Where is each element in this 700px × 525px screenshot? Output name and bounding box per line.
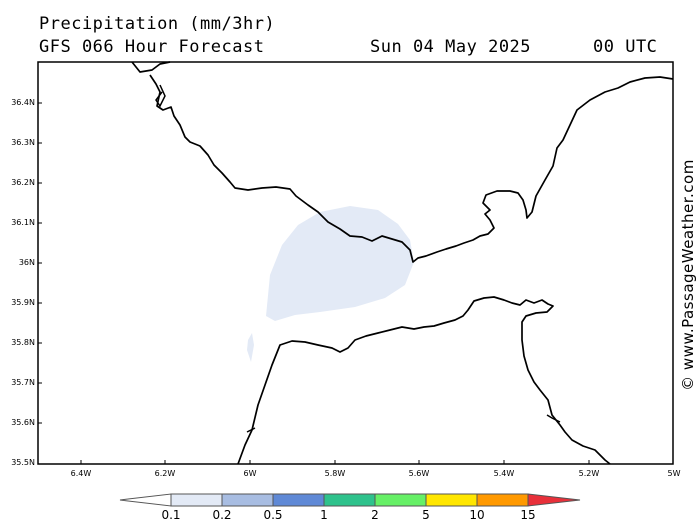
colorbar-bin [272,493,325,507]
coastline-cadiz-bay [155,84,166,108]
axis-ticks [38,102,590,464]
precip-area-small [247,333,254,362]
colorbar [119,493,581,507]
lat-label: 36.4N [11,98,35,107]
colorbar-bin [425,493,478,507]
lat-label: 36.1N [11,218,35,227]
lon-label: 5.8W [324,469,346,478]
lat-label: 35.9N [11,298,35,307]
lat-label: 35.5N [11,458,35,467]
colorbar-max-arrow [527,493,581,507]
lon-label: 6.2W [154,469,176,478]
forecast-time: 00 UTC [593,37,658,57]
lat-label: 35.8N [11,338,35,347]
map-title: Precipitation (mm/3hr) [39,14,276,34]
lat-label: 35.7N [11,378,35,387]
colorbar-label: 15 [520,508,536,522]
watermark: © www.PassageWeather.com [676,150,700,400]
colorbar-label: 0.5 [263,508,283,522]
colorbar-label: 5 [422,508,430,522]
lat-label: 35.6N [11,418,35,427]
lat-label: 36.2N [11,178,35,187]
watermark-text: © www.PassageWeather.com [679,159,697,391]
lon-label: 6.4W [70,469,92,478]
lon-label: 6W [243,469,257,478]
lon-label: 5.4W [493,469,515,478]
lon-label: 5.2W [578,469,600,478]
colorbar-bin [323,493,376,507]
lon-label: 5W [667,469,681,478]
colorbar-bin [170,493,223,507]
lon-label: 5.6W [408,469,430,478]
forecast-model-label: GFS 066 Hour Forecast [39,37,265,57]
coastline-cape-spartel [246,427,256,433]
colorbar-bin [476,493,529,507]
colorbar-bin [221,493,274,507]
colorbar-label: 1 [320,508,328,522]
forecast-date: Sun 04 May 2025 [370,37,532,57]
coastline-morocco [237,296,611,465]
lat-label: 36.3N [11,138,35,147]
colorbar-label: 10 [469,508,485,522]
precip-area-main [266,206,414,321]
colorbar-bin [374,493,427,507]
coastline-ceuta [546,414,561,423]
colorbar-label: 0.2 [212,508,232,522]
lat-label: 36N [18,258,35,267]
coastline-spain [131,61,674,263]
colorbar-min-arrow [119,493,172,507]
colorbar-label: 2 [371,508,379,522]
colorbar-label: 0.1 [161,508,181,522]
